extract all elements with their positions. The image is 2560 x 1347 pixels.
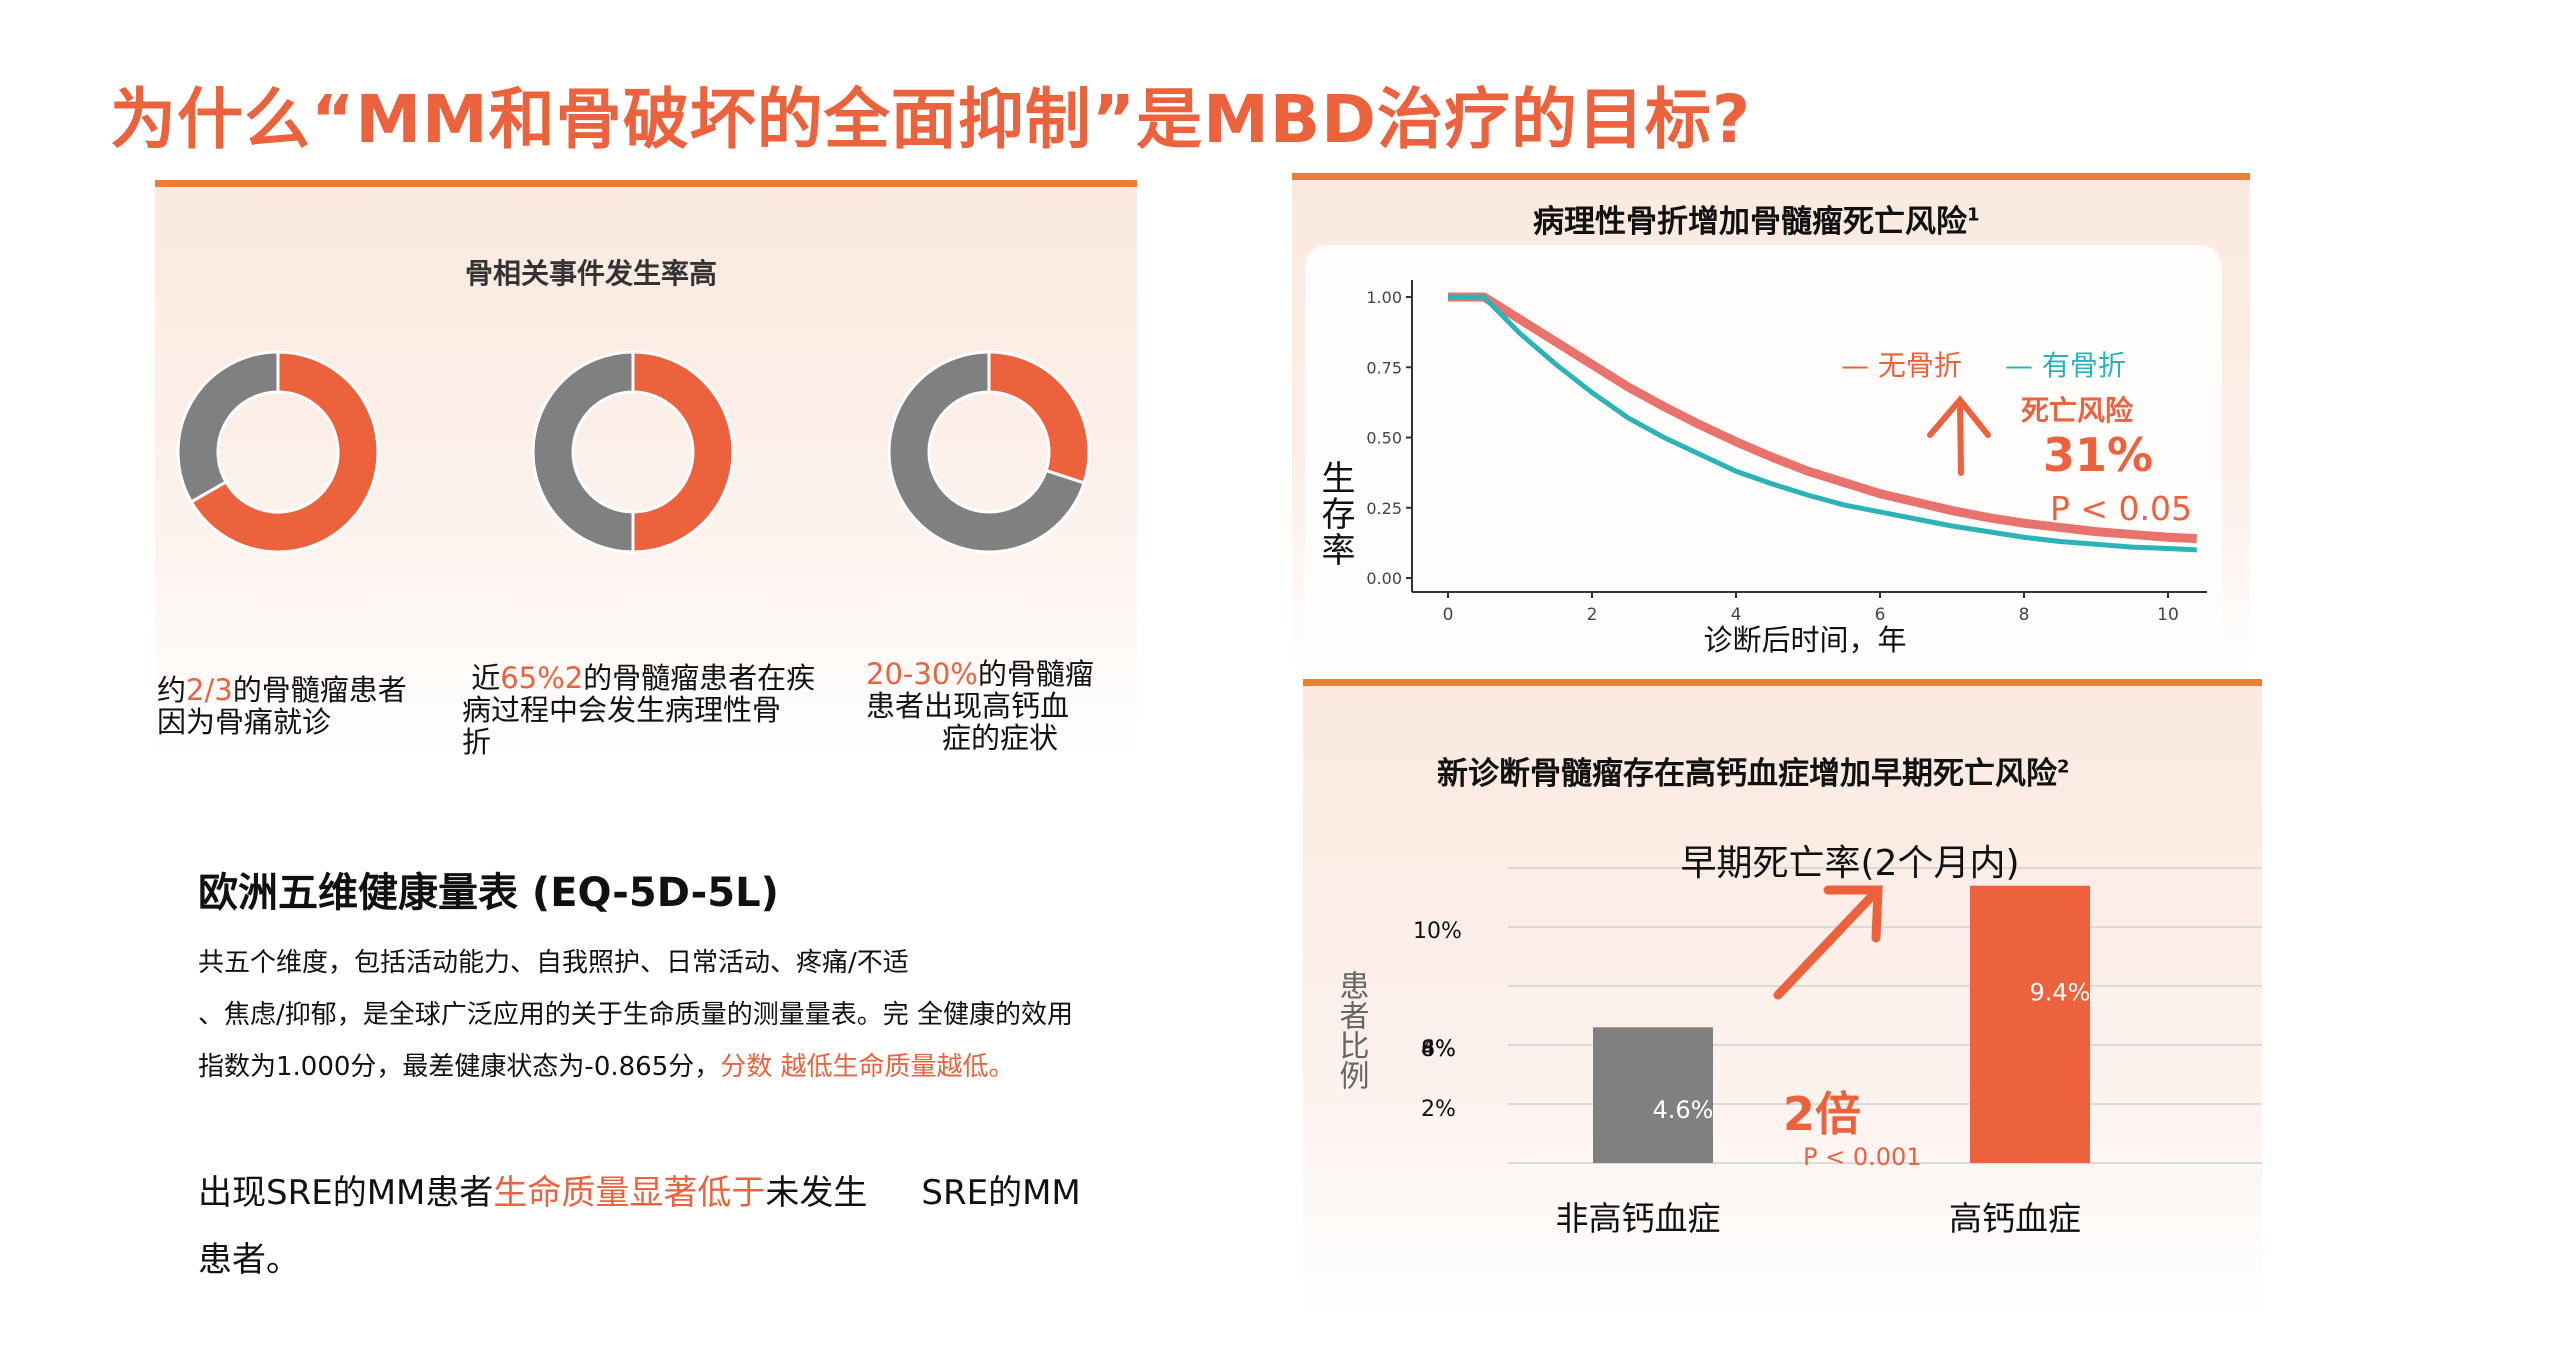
legend-label: 无骨折 xyxy=(1878,349,1962,382)
hypercalcemia-panel xyxy=(1303,679,2262,1319)
conclusion-text: 未发生 SRE的MM xyxy=(765,1173,1081,1213)
survival-line-no-fracture xyxy=(1448,292,2198,544)
donut-caption-1: 约2/3的骨髓瘤患者 因为骨痛就诊 xyxy=(157,674,407,738)
x-tick-label: 2 xyxy=(1587,605,1598,625)
y-axis-label: 患者比例 xyxy=(1334,970,1370,1090)
legend-no-fracture: — 无骨折 xyxy=(1841,349,1962,382)
bone-event-panel xyxy=(155,180,1137,760)
x-tick-label: 8 xyxy=(2019,605,2030,625)
x-tick-label: 6 xyxy=(1875,605,1886,625)
donut-slice-highlight xyxy=(987,350,1091,485)
fold-annotation: 2倍 xyxy=(1783,1087,1861,1141)
y-tick-label: 4% xyxy=(1421,1037,1456,1062)
caption-text: 的骨髓瘤 xyxy=(977,657,1094,691)
donut-caption-3: 20-30%的骨髓瘤 患者出现高钙血 症的症状 xyxy=(866,658,1094,754)
y-tick-label: 0.00 xyxy=(1366,569,1402,588)
category-label: 非高钙血症 xyxy=(1556,1199,1721,1238)
conclusion-line-2: 患者。 xyxy=(198,1240,300,1280)
eq5d-text: 指数为1.000分，最差健康状态为-0.865分， xyxy=(198,1052,721,1082)
bar-chart-subtitle: 早期死亡率(2个月内) xyxy=(1681,843,2020,884)
donut-chart xyxy=(531,350,735,554)
bone-event-heading: 骨相关事件发生率高 xyxy=(465,257,718,290)
y-tick-label: 10% xyxy=(1413,919,1462,944)
panel-accent-bar xyxy=(155,180,1137,187)
caption-text: 近 xyxy=(471,661,501,695)
category-label: 高钙血症 xyxy=(1949,1199,2081,1238)
y-tick-label: 8% xyxy=(1421,1037,1456,1062)
caption-text: 的骨髓瘤患者在疾 xyxy=(583,661,816,695)
survival-line-fracture xyxy=(1448,294,2197,553)
bar-p-value: P < 0.001 xyxy=(1803,1143,1922,1171)
footnote-ref: 2 xyxy=(2057,756,2070,778)
conclusion-text: 出现SRE的MM患者 xyxy=(198,1173,494,1213)
title-text: 病理性骨折增加骨髓瘤死亡风险 xyxy=(1533,204,1967,240)
y-tick-label: 0.50 xyxy=(1366,429,1402,448)
bar-value-label: 9.4% xyxy=(2030,979,2091,1007)
y-tick-label: 0.25 xyxy=(1366,499,1402,518)
donut-slice-highlight xyxy=(631,350,735,554)
up-arrow-icon xyxy=(1927,395,1991,476)
caption-highlight: 65%2 xyxy=(500,661,584,695)
legend-label: 有骨折 xyxy=(2042,349,2126,382)
panel-accent-bar xyxy=(1292,173,2250,180)
y-axis-label: 生存率 xyxy=(1315,460,1355,568)
survival-chart: 0.000.250.500.751.000 2 4 6 8 10 生存率 诊断后时间，年 … xyxy=(1315,280,2207,657)
donut-chart xyxy=(887,350,1091,554)
title-text: 新诊断骨髓瘤存在高钙血症增加早期死亡风险 xyxy=(1437,756,2057,792)
bar xyxy=(1970,885,2090,1163)
panel-accent-bar xyxy=(1303,679,2262,686)
survival-chart-title: 病理性骨折增加骨髓瘤死亡风险1 xyxy=(1533,196,1980,241)
caption-text: 症的症状 xyxy=(942,721,1059,755)
legend-fracture: — 有骨折 xyxy=(2005,349,2126,382)
eq5d-title: 欧洲五维健康量表 (EQ-5D-5L) xyxy=(198,870,779,916)
y-tick-label: 0.75 xyxy=(1366,358,1402,377)
eq5d-highlight: 分数 越低生命质量越低。 xyxy=(720,1052,1015,1082)
survival-p-value: P < 0.05 xyxy=(2050,489,2192,528)
caption-highlight: 20-30% xyxy=(866,657,978,691)
eq5d-line-3: 指数为1.000分，最差健康状态为-0.865分，分数 越低生命质量越低。 xyxy=(198,1046,1015,1083)
x-axis-label: 诊断后时间，年 xyxy=(1703,623,1906,657)
caption-text: 病过程中会发生病理性骨 xyxy=(462,693,782,727)
y-tick-label: 1.00 xyxy=(1366,288,1402,307)
x-tick-label: 4 xyxy=(1731,605,1742,625)
caption-text: 的骨髓瘤患者 xyxy=(232,673,407,707)
bar xyxy=(1593,1027,1713,1163)
donut-caption-2: 近65%2的骨髓瘤患者在疾 病过程中会发生病理性骨 折 xyxy=(462,662,815,758)
donut-slice-rest xyxy=(176,350,280,504)
risk-value: 31% xyxy=(2043,428,2153,482)
x-tick-label: 10 xyxy=(2157,605,2179,625)
donut-slice-rest xyxy=(887,350,1086,554)
caption-highlight: 2/3 xyxy=(186,673,233,707)
caption-text: 因为骨痛就诊 xyxy=(157,705,332,739)
eq5d-line-2: 、焦虑/抑郁，是全球广泛应用的关于生命质量的测量量表。完 全健康的效用 xyxy=(198,1000,1074,1030)
up-right-arrow-icon xyxy=(1773,885,1883,1000)
conclusion-line-1: 出现SRE的MM患者生命质量显著低于未发生 SRE的MM xyxy=(198,1165,1081,1214)
x-tick-label: 0 xyxy=(1443,605,1454,625)
caption-text: 约 xyxy=(157,673,187,707)
donut-chart xyxy=(176,350,380,554)
bar-chart: 2% 4%6%8% 10% 4.6% 非高钙血症 9.4% 高钙血症 早期死亡率(2个月内… xyxy=(1334,843,2262,1238)
page-title: 为什么“MM和骨破坏的全面抑制”是MBD治疗的目标? xyxy=(110,81,1752,158)
donut-slice-rest xyxy=(531,350,635,554)
y-tick-label: 2% xyxy=(1421,1097,1456,1122)
y-tick-label: 6% xyxy=(1421,1037,1456,1062)
caption-text: 折 xyxy=(462,725,492,759)
donut-slice-highlight xyxy=(189,350,380,554)
bar-value-label: 4.6% xyxy=(1653,1096,1714,1124)
conclusion-highlight: 生命质量显著低于 xyxy=(493,1173,766,1213)
risk-label: 死亡风险 xyxy=(2021,394,2134,427)
eq5d-line-1: 共五个维度，包括活动能力、自我照护、日常活动、疼痛/不适 xyxy=(198,948,909,978)
footnote-ref: 1 xyxy=(1967,204,1980,226)
donut-charts xyxy=(176,350,1091,554)
caption-text: 患者出现高钙血 xyxy=(866,689,1070,723)
bar-chart-title: 新诊断骨髓瘤存在高钙血症增加早期死亡风险2 xyxy=(1437,748,2070,793)
